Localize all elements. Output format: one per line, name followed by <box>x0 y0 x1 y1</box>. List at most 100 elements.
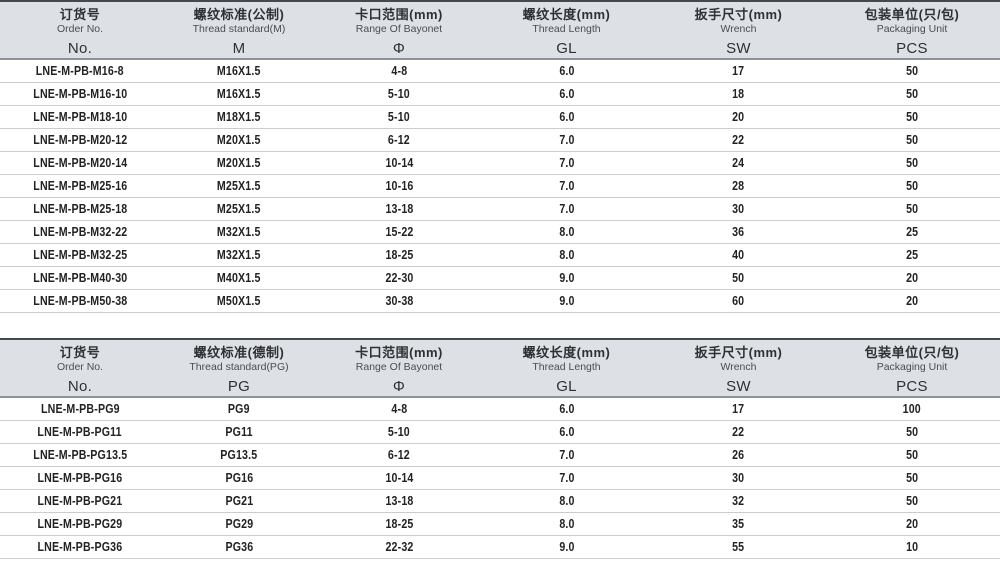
column-header: 螺纹标准(德制) Thread standard(PG) PG <box>160 340 318 396</box>
cell-value: 5-10 <box>388 110 410 124</box>
column-title-zh: 螺纹长度(mm) <box>522 7 611 22</box>
cell-value: 60 <box>732 294 745 308</box>
table-cell: 18-25 <box>318 517 480 531</box>
cell-value: LNE-M-PB-M25-18 <box>32 202 128 216</box>
cell-value: LNE-M-PB-M32-22 <box>32 225 128 239</box>
column-symbol: PG <box>227 378 251 395</box>
table-cell: M50X1.5 <box>160 294 318 308</box>
table-cell: LNE-M-PB-M25-16 <box>0 179 160 193</box>
table-cell: LNE-M-PB-PG13.5 <box>0 448 160 462</box>
table-row: LNE-M-PB-PG36 PG36 22-32 9.0 55 10 <box>0 536 1000 559</box>
cell-value: 9.0 <box>558 271 575 285</box>
column-symbol: PCS <box>896 378 928 395</box>
table-cell: 18 <box>653 87 824 101</box>
cell-value: 50 <box>732 271 745 285</box>
table-cell: 50 <box>824 110 1000 124</box>
cell-value: LNE-M-PB-M18-10 <box>32 110 128 124</box>
table-cell: 10 <box>824 540 1000 554</box>
cell-value: 6.0 <box>558 64 575 78</box>
table-cell: PG16 <box>160 471 318 485</box>
column-header: 螺纹长度(mm) Thread Length GL <box>480 340 653 396</box>
cell-value: LNE-M-PB-PG13.5 <box>32 448 128 462</box>
column-symbol: PCS <box>896 40 928 57</box>
table-row: LNE-M-PB-PG29 PG29 18-25 8.0 35 20 <box>0 513 1000 536</box>
cell-value: 17 <box>732 64 745 78</box>
table-row: LNE-M-PB-M50-38 M50X1.5 30-38 9.0 60 20 <box>0 290 1000 313</box>
column-title-zh: 卡口范围(mm) <box>355 7 443 22</box>
table-cell: M16X1.5 <box>160 64 318 78</box>
cell-value: M50X1.5 <box>217 294 261 308</box>
cell-value: 7.0 <box>558 179 575 193</box>
column-header: 螺纹长度(mm) Thread Length GL <box>480 2 653 58</box>
cell-value: 30 <box>732 471 745 485</box>
cell-value: M20X1.5 <box>217 133 261 147</box>
table-row: LNE-M-PB-M32-22 M32X1.5 15-22 8.0 36 25 <box>0 221 1000 244</box>
table-cell: 8.0 <box>480 248 653 262</box>
column-title-zh: 扳手尺寸(mm) <box>694 345 783 360</box>
cell-value: 5-10 <box>388 425 410 439</box>
table-cell: LNE-M-PB-M32-25 <box>0 248 160 262</box>
table-cell: 6-12 <box>318 448 480 462</box>
table-cell: 6.0 <box>480 87 653 101</box>
catalog-page: 订货号 Order No. No. 螺纹标准(公制) Thread standard(M… <box>0 0 1000 559</box>
cell-value: 18-25 <box>384 517 414 531</box>
table-cell: 17 <box>653 402 824 416</box>
table-row: LNE-M-PB-M16-10 M16X1.5 5-10 6.0 18 50 <box>0 83 1000 106</box>
cell-value: 50 <box>905 448 919 462</box>
cell-value: 50 <box>905 133 919 147</box>
cell-value: LNE-M-PB-PG21 <box>37 494 123 508</box>
table-cell: LNE-M-PB-M16-8 <box>0 64 160 78</box>
cell-value: PG9 <box>228 402 250 416</box>
table-cell: 18-25 <box>318 248 480 262</box>
table-cell: 36 <box>653 225 824 239</box>
cell-value: 7.0 <box>558 156 575 170</box>
table-cell: PG9 <box>160 402 318 416</box>
table-cell: 50 <box>824 494 1000 508</box>
cell-value: 35 <box>732 517 745 531</box>
cell-value: LNE-M-PB-PG16 <box>37 471 123 485</box>
column-header: 卡口范围(mm) Range Of Bayonet Φ <box>318 2 480 58</box>
cell-value: 36 <box>732 225 745 239</box>
cell-value: 7.0 <box>558 471 575 485</box>
table-cell: PG36 <box>160 540 318 554</box>
table-cell: 7.0 <box>480 471 653 485</box>
cell-value: PG36 <box>225 540 253 554</box>
column-header: 包装单位(只/包) Packaging Unit PCS <box>824 340 1000 396</box>
table-cell: 30 <box>653 202 824 216</box>
cell-value: LNE-M-PB-M40-30 <box>32 271 128 285</box>
column-symbol: Φ <box>392 40 406 57</box>
table-cell: 60 <box>653 294 824 308</box>
table-cell: 20 <box>824 271 1000 285</box>
cell-value: PG21 <box>225 494 253 508</box>
table-cell: 20 <box>653 110 824 124</box>
table-row: LNE-M-PB-PG21 PG21 13-18 8.0 32 50 <box>0 490 1000 513</box>
table-cell: 50 <box>824 87 1000 101</box>
cell-value: 10 <box>905 540 919 554</box>
table-cell: 5-10 <box>318 110 480 124</box>
table-cell: 35 <box>653 517 824 531</box>
cell-value: 20 <box>905 517 919 531</box>
cell-value: 4-8 <box>391 402 407 416</box>
cell-value: PG11 <box>225 425 253 439</box>
table-cell: 9.0 <box>480 294 653 308</box>
table-cell: 5-10 <box>318 425 480 439</box>
table-cell: 100 <box>824 402 1000 416</box>
table-cell: 24 <box>653 156 824 170</box>
table-cell: LNE-M-PB-M16-10 <box>0 87 160 101</box>
table-row: LNE-M-PB-M20-12 M20X1.5 6-12 7.0 22 50 <box>0 129 1000 152</box>
column-header: 螺纹标准(公制) Thread standard(M) M <box>160 2 318 58</box>
cell-value: 13-18 <box>384 202 414 216</box>
column-title-zh: 包装单位(只/包) <box>864 7 960 22</box>
table-cell: M32X1.5 <box>160 225 318 239</box>
metric-spec-table: 订货号 Order No. No. 螺纹标准(公制) Thread standard(M… <box>0 0 1000 313</box>
column-title-en: Packaging Unit <box>876 23 948 35</box>
column-title-en: Thread Length <box>532 361 601 373</box>
cell-value: 18-25 <box>384 248 414 262</box>
cell-value: 20 <box>732 110 745 124</box>
column-title-zh: 卡口范围(mm) <box>355 345 443 360</box>
table-cell: PG29 <box>160 517 318 531</box>
cell-value: 8.0 <box>558 494 575 508</box>
table-cell: 7.0 <box>480 202 653 216</box>
column-title-en: Packaging Unit <box>876 361 948 373</box>
column-title-en: Thread standard(PG) <box>189 361 289 373</box>
